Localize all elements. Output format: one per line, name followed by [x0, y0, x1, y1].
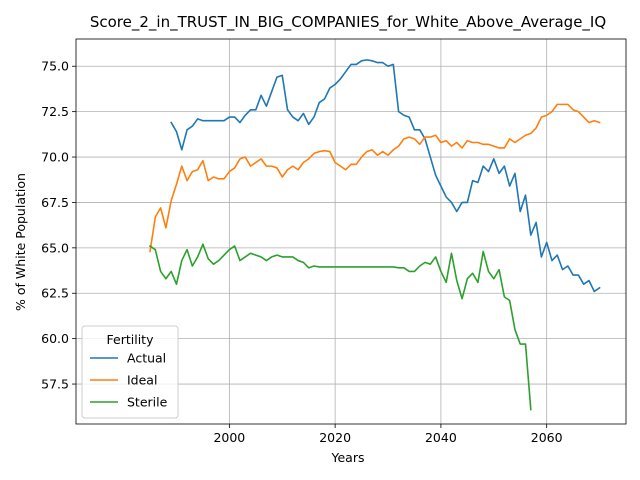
y-tick-label: 60.0 [41, 331, 69, 346]
y-tick-label: 72.5 [41, 104, 69, 119]
legend-title: Fertility [107, 332, 155, 347]
x-axis-label: Years [331, 450, 365, 465]
legend-label: Sterile [127, 395, 168, 410]
legend-item-sterile: Sterile [90, 395, 168, 410]
y-tick-label: 65.0 [41, 240, 69, 255]
legend-items: Actual Ideal Sterile [90, 351, 168, 410]
y-axis-ticks: 57.5 60.0 62.5 65.0 67.5 70.0 72.5 75.0 [41, 59, 76, 392]
y-tick-label: 75.0 [41, 59, 69, 74]
y-tick-label: 57.5 [41, 377, 69, 392]
legend-label: Actual [127, 351, 166, 366]
legend-box [81, 325, 179, 419]
y-tick-label: 62.5 [41, 286, 69, 301]
x-tick-label: 2060 [531, 430, 563, 445]
legend-item-ideal: Ideal [90, 373, 157, 388]
series-line-actual [170, 59, 601, 293]
y-tick-label: 70.0 [41, 150, 69, 165]
series-lines [148, 59, 601, 411]
plot-frame [75, 38, 627, 425]
legend-item-actual: Actual [90, 351, 166, 366]
chart-title: Score_2_in_TRUST_IN_BIG_COMPANIES_for_Wh… [90, 13, 606, 32]
legend-label: Ideal [127, 373, 157, 388]
x-tick-label: 2040 [425, 430, 457, 445]
grid-lines [76, 39, 626, 424]
series-line-ideal [149, 103, 601, 253]
x-tick-label: 2020 [319, 430, 351, 445]
y-tick-label: 67.5 [41, 195, 69, 210]
y-axis-label: % of White Population [13, 173, 28, 311]
x-axis-ticks: 2000 2020 2040 2060 [213, 424, 563, 445]
x-tick-label: 2000 [213, 430, 245, 445]
series-line-sterile [148, 243, 532, 411]
legend: Fertility Actual Ideal Sterile [81, 325, 179, 419]
